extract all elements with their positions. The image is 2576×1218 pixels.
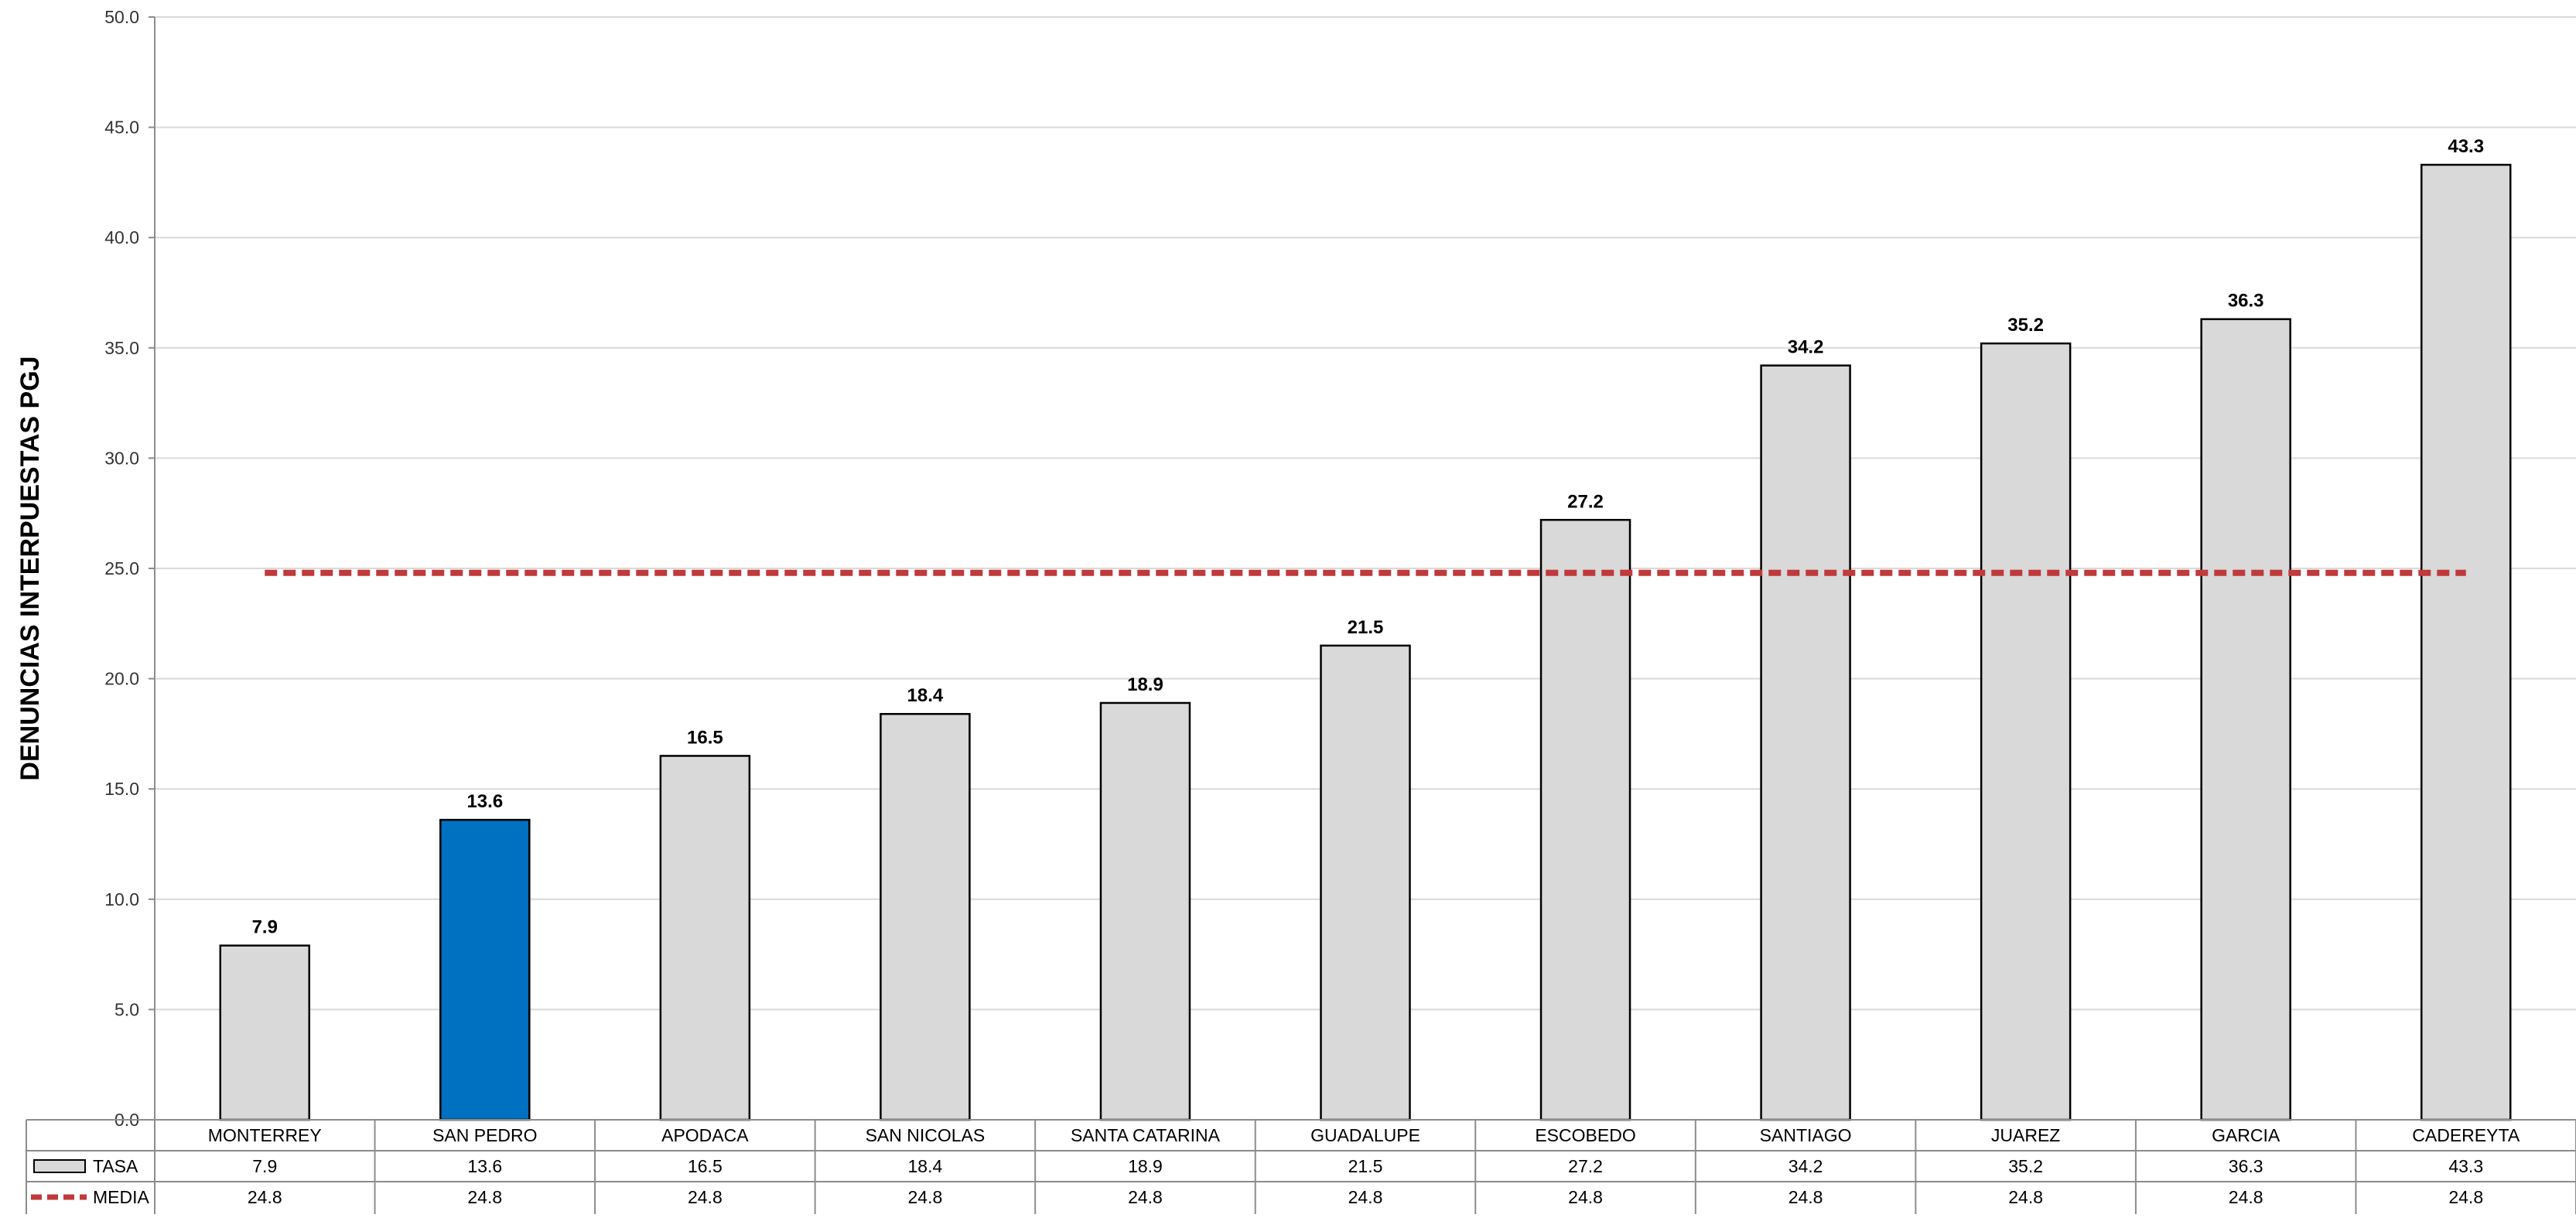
category-label: SANTIAGO — [1760, 1125, 1852, 1145]
data-labels: 7.9 13.6 16.5 18.4 18.9 21.5 27.2 34.2 35.2 36.3 4… — [252, 136, 2485, 938]
category-label: MONTERREY — [208, 1125, 322, 1145]
bar — [1760, 364, 1851, 1121]
category-label: SAN NICOLAS — [866, 1125, 986, 1145]
category-label: GUADALUPE — [1310, 1125, 1420, 1145]
table-cell-media: 24.8 — [1348, 1187, 1383, 1207]
table-cell-tasa: 18.4 — [908, 1156, 943, 1176]
bar — [1320, 644, 1411, 1121]
data-label: 18.9 — [1127, 674, 1163, 695]
data-label: 13.6 — [466, 791, 503, 812]
table-cell-media: 24.8 — [1789, 1187, 1823, 1207]
legend-key-tasa — [33, 1159, 86, 1173]
table-cell-tasa: 36.3 — [2229, 1156, 2263, 1176]
category-label: SANTA CATARINA — [1071, 1125, 1221, 1145]
legend-label-tasa: TASA — [93, 1156, 138, 1176]
bars — [219, 163, 2512, 1121]
data-label: 34.2 — [1788, 337, 1824, 358]
data-label: 27.2 — [1567, 491, 1604, 512]
table-cell-tasa: 34.2 — [1789, 1156, 1823, 1176]
category-label: APODACA — [661, 1125, 749, 1145]
data-label: 16.5 — [687, 727, 723, 748]
bar — [2200, 318, 2291, 1121]
table-cell-media: 24.8 — [1128, 1187, 1163, 1207]
table-cell-media: 24.8 — [467, 1187, 502, 1207]
table-cell-tasa: 16.5 — [688, 1156, 723, 1176]
y-tick-label: 30.0 — [104, 448, 139, 468]
table-cell-tasa: 7.9 — [252, 1156, 277, 1176]
bar — [219, 944, 311, 1121]
table-cell-tasa: 21.5 — [1348, 1156, 1383, 1176]
table-cell-media: 24.8 — [2229, 1187, 2263, 1207]
table-cell-media: 24.8 — [248, 1187, 282, 1207]
table-cell-media: 24.8 — [908, 1187, 943, 1207]
bar — [1539, 519, 1631, 1121]
table-cell-tasa: 13.6 — [467, 1156, 502, 1176]
y-tick-label: 20.0 — [104, 669, 139, 689]
axes: 0.05.010.015.020.025.030.035.040.045.050… — [104, 7, 155, 1130]
y-tick-label: 5.0 — [114, 999, 139, 1019]
table-cell-media: 24.8 — [688, 1187, 723, 1207]
category-label: CADEREYTA — [2412, 1125, 2520, 1145]
bar — [439, 818, 531, 1121]
y-tick-label: 25.0 — [104, 558, 139, 578]
bar — [880, 712, 971, 1121]
bar — [1099, 701, 1191, 1121]
table-cell-tasa: 35.2 — [2008, 1156, 2043, 1176]
category-label: ESCOBEDO — [1535, 1125, 1635, 1145]
gridlines — [155, 16, 2576, 1011]
table-cell-tasa: 43.3 — [2448, 1156, 2483, 1176]
bar — [1980, 342, 2072, 1121]
bar — [659, 755, 751, 1121]
y-tick-label: 40.0 — [104, 227, 139, 247]
data-label: 36.3 — [2228, 291, 2264, 312]
data-table: MONTERREY 7.9 24.8 SAN PEDRO 13.6 24.8 APODACA… — [26, 1119, 2576, 1214]
data-label: 35.2 — [2007, 315, 2044, 336]
data-label: 21.5 — [1348, 617, 1384, 638]
legend-label-media: MEDIA — [93, 1187, 150, 1207]
table-cell-media: 24.8 — [2448, 1187, 2483, 1207]
data-label: 7.9 — [252, 917, 278, 938]
data-label: 43.3 — [2448, 136, 2484, 157]
y-tick-label: 50.0 — [104, 7, 139, 27]
data-label: 18.4 — [907, 685, 944, 706]
y-axis-title: DENUNCIAS INTERPUESTAS PGJ — [15, 356, 45, 780]
category-label: GARCIA — [2212, 1125, 2280, 1145]
category-label: JUAREZ — [1991, 1125, 2060, 1145]
table-cell-media: 24.8 — [2008, 1187, 2043, 1207]
y-tick-label: 45.0 — [104, 118, 139, 138]
bar — [2420, 163, 2512, 1121]
table-cell-media: 24.8 — [1568, 1187, 1603, 1207]
category-label: SAN PEDRO — [432, 1125, 537, 1145]
table-cell-tasa: 18.9 — [1128, 1156, 1163, 1176]
y-tick-label: 35.0 — [104, 338, 139, 358]
y-tick-label: 10.0 — [104, 889, 139, 909]
table-cell-tasa: 27.2 — [1568, 1156, 1603, 1176]
y-tick-label: 15.0 — [104, 779, 139, 799]
